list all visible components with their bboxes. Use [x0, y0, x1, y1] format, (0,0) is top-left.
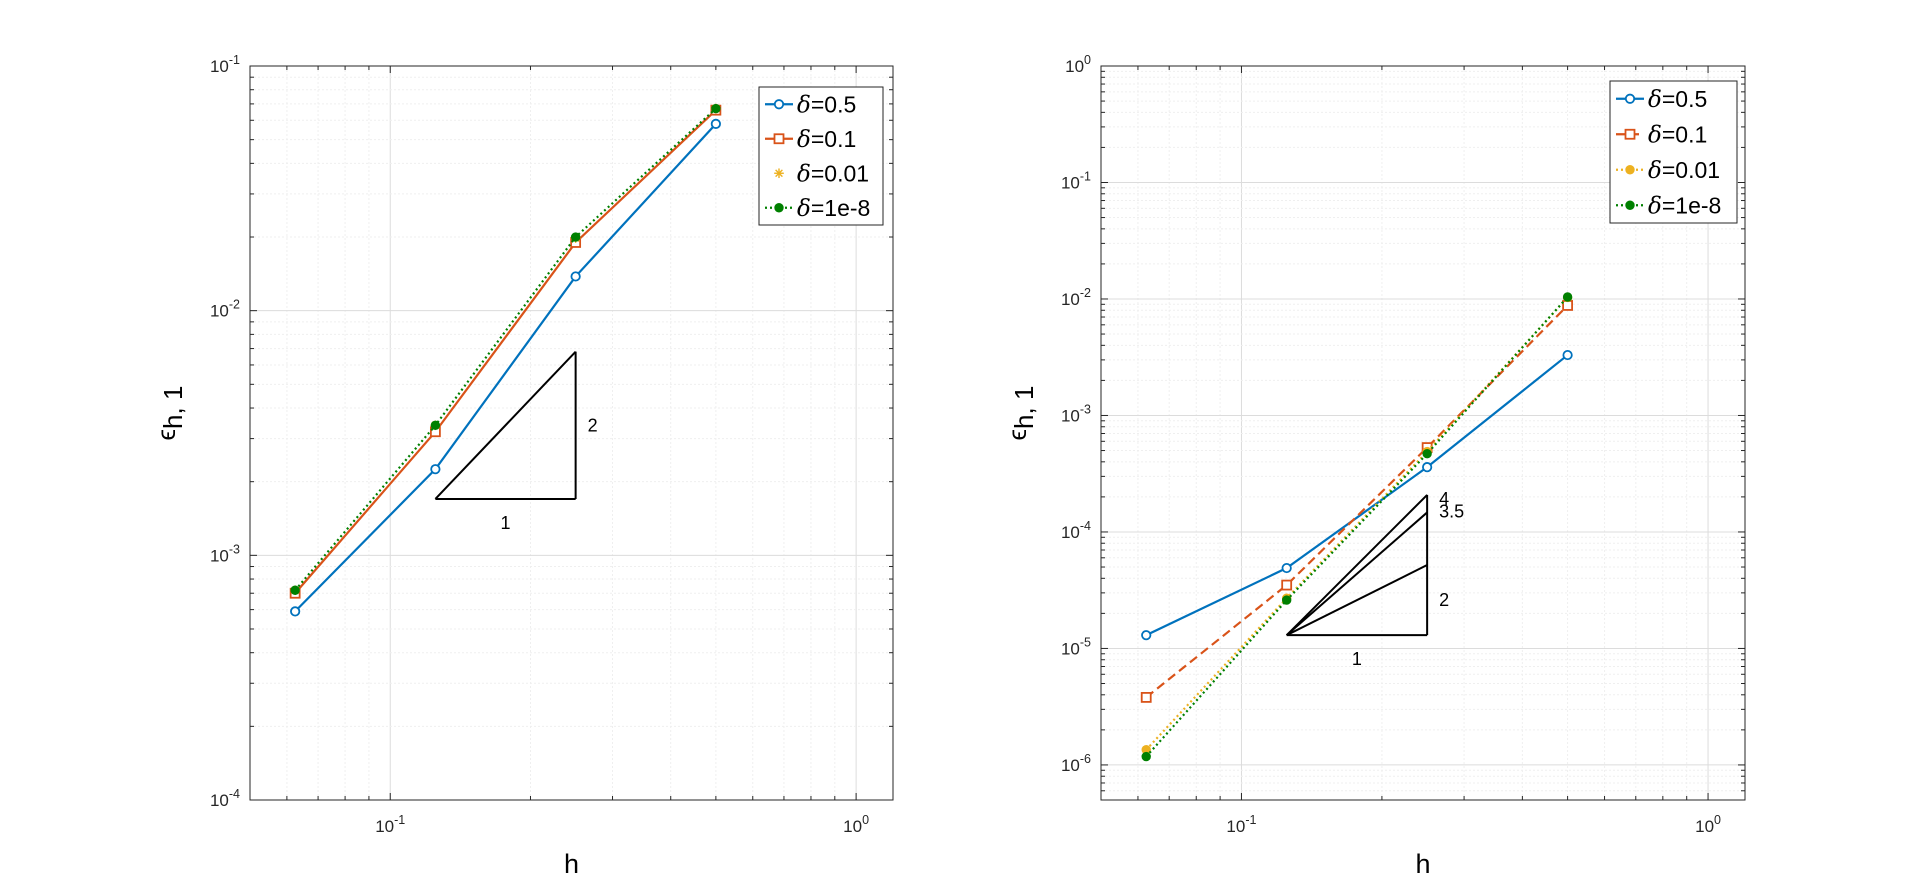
- x-tick-label: 100: [1695, 813, 1721, 836]
- x-axis-label: h: [564, 849, 579, 879]
- y-tick-label: 10-2: [1061, 286, 1091, 309]
- slope-label: 2: [588, 415, 598, 435]
- data-point: [430, 464, 441, 475]
- x-axis-label: h: [1415, 849, 1430, 879]
- y-axis-label: ϵh, 1: [151, 386, 188, 441]
- data-point: [1281, 562, 1292, 574]
- legend-swatch-marker: [1624, 93, 1636, 104]
- series-line: [294, 123, 717, 613]
- run-label: 1: [1352, 649, 1362, 669]
- x-tick-label: 10-1: [375, 813, 405, 836]
- data-point: [1562, 349, 1573, 361]
- legend-entry-label: δ=0.5: [797, 91, 856, 118]
- data-point: [1141, 630, 1152, 641]
- series-line: [294, 109, 717, 594]
- y-tick-label: 10-4: [210, 787, 240, 810]
- slope-triangles: 43.5 2 1: [1285, 489, 1464, 669]
- legend-swatch-marker: [773, 133, 785, 145]
- triangle-hypotenuse: [434, 350, 577, 500]
- data-point: [1562, 300, 1573, 311]
- y-tick-label: 10-3: [1061, 402, 1091, 425]
- axes-box: [1100, 65, 1746, 801]
- data-point: [1140, 691, 1152, 703]
- legend-swatch-marker: [1625, 165, 1635, 175]
- y-tick-label: 10-3: [210, 542, 240, 565]
- data-point: [1141, 751, 1151, 762]
- legend-entry-label: δ=0.1: [797, 126, 856, 153]
- data-point: [430, 420, 441, 430]
- data-point: [1422, 448, 1432, 459]
- series-1: [290, 118, 721, 617]
- y-tick-label: 100: [1065, 53, 1091, 76]
- data-point: [290, 585, 300, 595]
- slope-triangles: 21: [434, 350, 598, 533]
- y-tick-label: 10-1: [210, 53, 240, 76]
- series-4: [290, 103, 721, 595]
- legend: δ=0.5 δ=0.1 δ=0.01 δ=1e-8: [758, 86, 884, 226]
- data-point: [570, 271, 581, 282]
- slope-label: 3.5: [1439, 502, 1464, 522]
- axes-box: [249, 65, 894, 801]
- data-point: [1281, 579, 1293, 591]
- x-tick-label: 100: [843, 813, 869, 836]
- legend-box: [758, 86, 884, 226]
- triangle-hypotenuse: [1286, 564, 1428, 637]
- legend-entry-label: δ=1e-8: [797, 195, 870, 222]
- axis-ticks: [249, 65, 893, 801]
- grid: [250, 66, 893, 800]
- legend-entry-label: δ=0.5: [1648, 86, 1707, 113]
- series-4: [1141, 292, 1573, 762]
- data-point: [710, 118, 721, 129]
- data-point: [1422, 462, 1433, 473]
- legend-swatch-marker: [773, 99, 785, 110]
- legend-entry-label: δ=0.1: [1648, 121, 1707, 148]
- legend-swatch-marker: [774, 203, 784, 213]
- y-tick-label: 10-5: [1061, 635, 1091, 658]
- data-point: [711, 103, 721, 114]
- series-line: [1145, 304, 1569, 699]
- data-point: [290, 606, 301, 617]
- legend-entry-label: δ=1e-8: [1648, 192, 1721, 219]
- y-axis-label: ϵh, 1: [1002, 386, 1039, 441]
- data-point: [1281, 595, 1292, 605]
- series-line: [294, 107, 717, 591]
- slope-label: 2: [1439, 590, 1449, 610]
- legend: δ=0.5 δ=0.1 δ=0.01 δ=1e-8: [1609, 80, 1738, 224]
- x-tick-label: 10-1: [1226, 813, 1256, 836]
- triangle-hypotenuse: [1285, 494, 1428, 636]
- right-chart-panel: 10-1 100 10-6 10-5 10-4 10-3 10-2 10-1 100 h ϵh, 1…: [1002, 53, 1746, 879]
- y-tick-label: 10-2: [210, 298, 240, 321]
- legend-swatch-marker: [774, 168, 784, 179]
- data-point: [570, 232, 581, 242]
- slope-label: 4: [1439, 489, 1449, 509]
- axis-ticks: [1100, 65, 1745, 801]
- triangle-hypotenuse: [1286, 511, 1428, 636]
- run-label: 1: [501, 513, 511, 533]
- series-line: [1145, 354, 1569, 637]
- y-tick-label: 10-6: [1061, 752, 1091, 775]
- legend-swatch-marker: [1624, 128, 1636, 140]
- y-tick-label: 10-1: [1061, 169, 1091, 192]
- legend-box: [1609, 80, 1738, 224]
- legend-entry-label: δ=0.01: [797, 160, 869, 187]
- y-tick-label: 10-4: [1061, 519, 1091, 542]
- legend-entry-label: δ=0.01: [1648, 157, 1720, 184]
- legend-swatch-marker: [1625, 200, 1635, 210]
- data-point: [1562, 292, 1573, 302]
- series-1: [1141, 349, 1573, 641]
- series-line: [1145, 296, 1569, 758]
